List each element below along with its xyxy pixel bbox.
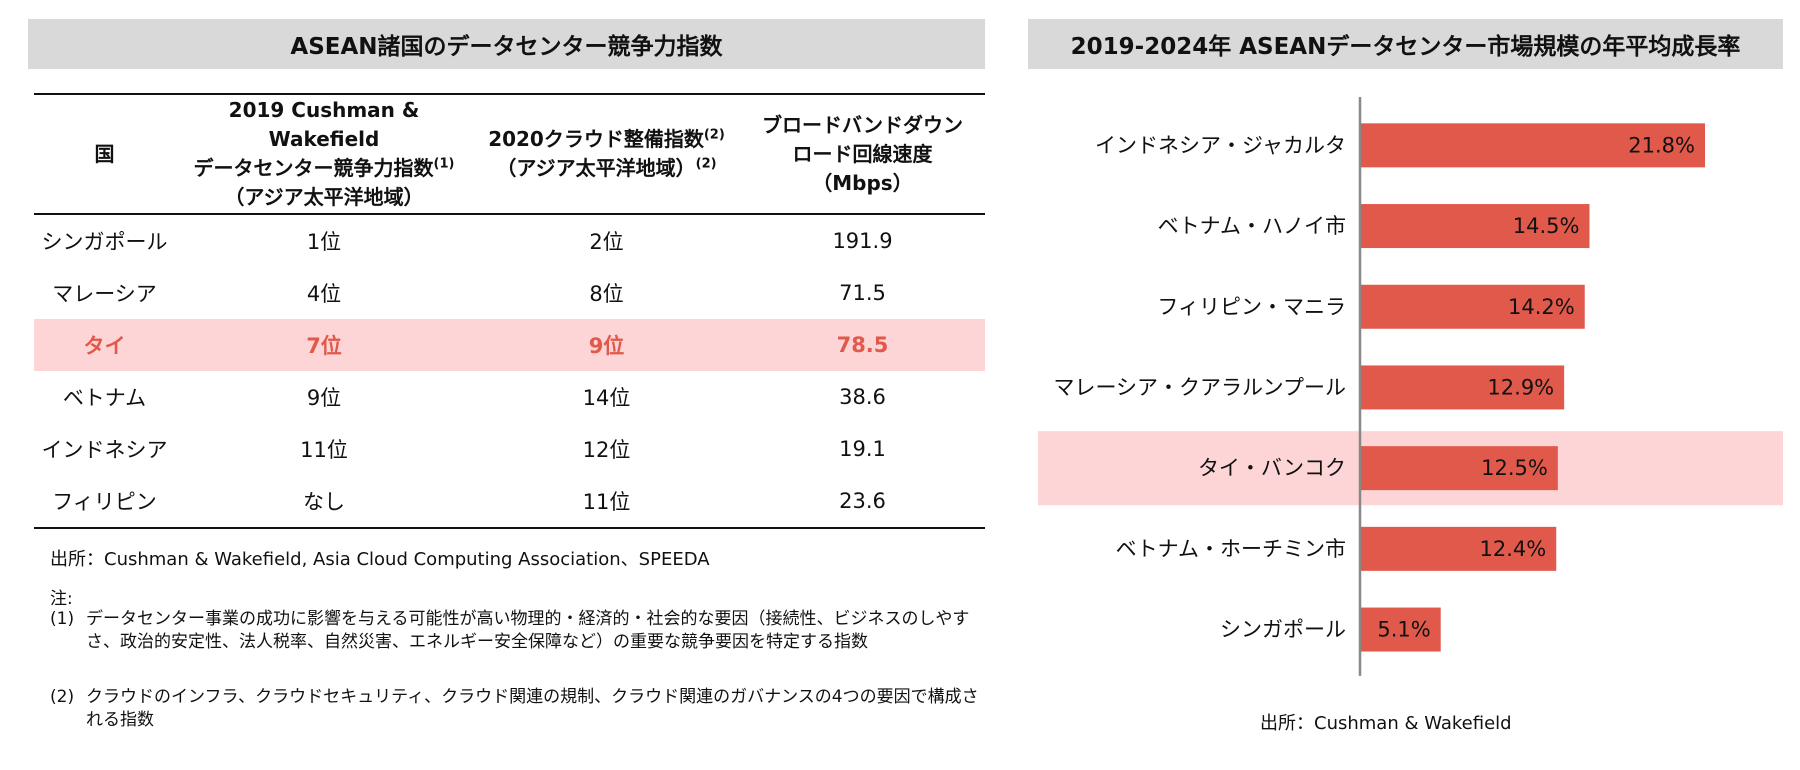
right-source-note: 出所：Cushman & Wakefield — [1260, 713, 1512, 734]
bar — [1360, 204, 1590, 249]
table-cell-cloud-rank: 12位 — [582, 438, 631, 462]
table-header-1-line-2: （アジア太平洋地域） — [224, 185, 424, 209]
table-header-1-line-wrap-1: データセンター競争力指数(1) — [177, 154, 471, 183]
table-header-0-line-0: 国 — [94, 141, 115, 166]
table-header-1: 2019 Cushman & Wakefield データセンター競争力指数(1) （… — [175, 93, 473, 215]
table-cell-speed: 191.9 — [832, 229, 893, 253]
table-header-2-line-wrap-0: 2020クラウド整備指数(2) — [475, 125, 738, 154]
table-cell-speed: 71.5 — [839, 281, 886, 305]
table-row: ベトナム 9位 14位 38.6 — [34, 371, 985, 423]
bar — [1360, 123, 1705, 168]
category-label: ベトナム・ホーチミン市 — [1116, 537, 1346, 561]
table-cell-dc-rank: 1位 — [306, 230, 342, 254]
table-cell-dc-rank: なし — [175, 475, 473, 529]
category-label: ベトナム・ハノイ市 — [1158, 214, 1346, 238]
category-label: タイ・バンコク — [1198, 456, 1346, 480]
table-header-3-line-1: ロード回線速度 — [792, 141, 933, 166]
footnote-1-number: (1) — [50, 609, 75, 629]
table-header-3: ブロードバンドダウン ロード回線速度 （Mbps） — [740, 93, 985, 215]
table-header-2: 2020クラウド整備指数(2) （アジア太平洋地域）(2) — [473, 93, 740, 215]
notes-label: 注: — [50, 589, 73, 609]
category-label: フィリピン・マニラ — [1157, 295, 1346, 319]
table-row: インドネシア 11位 12位 19.1 — [34, 423, 985, 475]
table-header-row: 国 2019 Cushman & Wakefield データセンター競争力指数(1)… — [34, 93, 985, 215]
data-label: 14.2% — [1508, 295, 1575, 319]
table-cell-cloud-rank: 2位 — [589, 230, 624, 254]
table-cell-cloud-rank: 9位 — [473, 319, 740, 371]
footnote-2-text: クラウドのインフラ、クラウドセキュリティ、クラウド関連の規制、クラウド関連のガバ… — [86, 687, 979, 730]
table-cell-country: タイ — [34, 319, 175, 371]
footnote-1: (1) データセンター事業の成功に影響を与える可能性が高い物理的・経済的・社会的… — [50, 608, 990, 654]
table-header-3-line-0: ブロードバンドダウン — [762, 112, 963, 137]
footnote-1-text: データセンター事業の成功に影響を与える可能性が高い物理的・経済的・社会的な要因（… — [86, 609, 970, 652]
table-cell-dc-rank: 7位 — [175, 319, 473, 371]
table-row: フィリピン なし 11位 23.6 — [34, 475, 985, 529]
table-cell-country: マレーシア — [52, 282, 157, 306]
table-row: シンガポール 1位 2位 191.9 — [34, 214, 985, 267]
table-cell-speed: 38.6 — [839, 385, 886, 409]
data-label: 12.5% — [1481, 456, 1548, 480]
table-cell-country: インドネシア — [41, 438, 168, 462]
table-row: マレーシア 4位 8位 71.5 — [34, 267, 985, 319]
left-source-note: 出所：Cushman & Wakefield, Asia Cloud Compu… — [50, 549, 710, 570]
table-cell-dc-rank: 9位 — [306, 386, 342, 410]
table-cell-cloud-rank: 11位 — [473, 475, 740, 529]
table-header-2-line-1: （アジア太平洋地域） — [496, 156, 696, 180]
category-label: インドネシア・ジャカルタ — [1095, 133, 1346, 157]
bar — [1360, 365, 1565, 410]
table-header-1-line-1: データセンター競争力指数 — [193, 156, 434, 180]
table-header-0: 国 — [34, 93, 175, 215]
category-label: シンガポール — [1220, 618, 1346, 642]
data-label: 12.4% — [1480, 537, 1547, 561]
table-cell-speed: 23.6 — [740, 475, 985, 529]
table-header-2-footnote-mark: (2) — [695, 156, 717, 172]
table-cell-speed: 19.1 — [839, 437, 886, 461]
bar — [1360, 446, 1558, 491]
table-header-2-line-wrap-1: （アジア太平洋地域）(2) — [475, 154, 738, 183]
table-cell-speed: 78.5 — [740, 319, 985, 371]
cagr-bar-chart: インドネシア・ジャカルタ 21.8% ベトナム・ハノイ市 14.5% フィリピン・マニラ… — [1038, 97, 1783, 676]
bar — [1360, 284, 1585, 329]
table-header-2-footnote-mark: (2) — [703, 127, 725, 143]
table-header-1-line-0: 2019 Cushman & Wakefield — [228, 98, 420, 151]
category-label: マレーシア・クアラルンプール — [1053, 375, 1346, 399]
table-cell-country: ベトナム — [62, 386, 147, 410]
table-header-3-line-2: （Mbps） — [812, 170, 913, 195]
table-cell-dc-rank: 4位 — [306, 282, 342, 306]
data-label: 5.1% — [1377, 618, 1430, 642]
table-cell-country: フィリピン — [34, 475, 175, 529]
left-panel-title: ASEAN諸国のデータセンター競争力指数 — [28, 19, 985, 69]
table-header-2-line-0: 2020クラウド整備指数 — [488, 127, 704, 151]
data-label: 12.9% — [1487, 375, 1554, 399]
data-label: 14.5% — [1513, 214, 1580, 238]
competitiveness-table: 国 2019 Cushman & Wakefield データセンター競争力指数(1)… — [34, 93, 985, 529]
footnote-2-number: (2) — [50, 687, 75, 707]
table-cell-cloud-rank: 8位 — [589, 282, 624, 306]
bar — [1360, 607, 1441, 652]
table-cell-dc-rank: 11位 — [300, 438, 348, 462]
bar — [1360, 526, 1557, 571]
right-panel-title: 2019-2024年 ASEANデータセンター市場規模の年平均成長率 — [1028, 19, 1783, 69]
footnote-2: (2) クラウドのインフラ、クラウドセキュリティ、クラウド関連の規制、クラウド関… — [50, 686, 990, 732]
table-header-1-footnote-mark: (1) — [433, 156, 455, 172]
data-label: 21.8% — [1628, 133, 1695, 157]
table-cell-cloud-rank: 14位 — [582, 386, 631, 410]
table-row: タイ 7位 9位 78.5 — [34, 319, 985, 371]
table-cell-country: シンガポール — [41, 230, 168, 254]
